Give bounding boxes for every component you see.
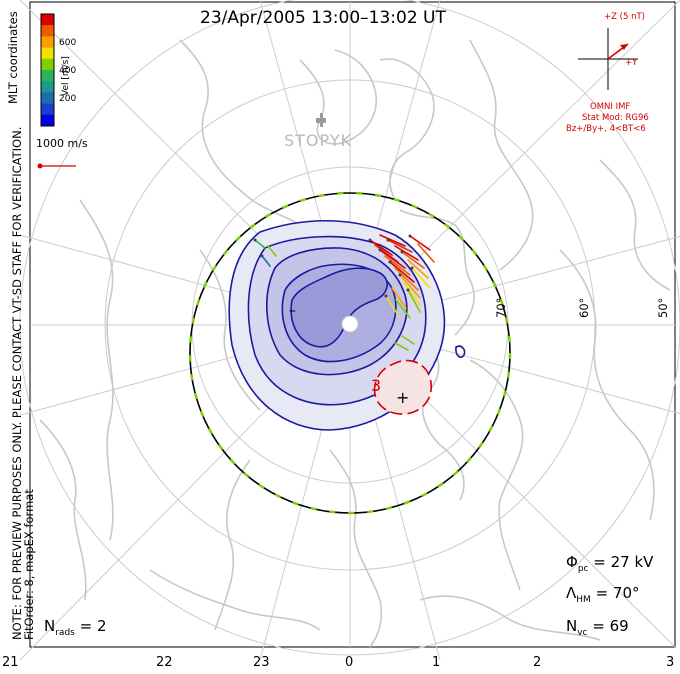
nrads-value: = 2 xyxy=(79,617,107,635)
nvc-value: = 69 xyxy=(592,617,629,635)
colorbar-swatch xyxy=(41,47,54,60)
fit-order-note: FitOrder: 8, mapEX format xyxy=(22,489,36,640)
lambda-value: = 70° xyxy=(595,584,640,602)
lambda-symbol: Λ xyxy=(566,584,577,602)
nvc-sub: vc xyxy=(577,628,588,638)
phi-sub: pc xyxy=(577,564,589,574)
nrads-sub: rads xyxy=(55,628,75,638)
colorbar xyxy=(41,14,54,127)
small-negative-contour xyxy=(455,345,466,358)
imf-y-label: +Y xyxy=(625,58,638,68)
mlt-label-23: 23 xyxy=(253,655,270,670)
contour-label-3: 3 xyxy=(371,376,382,395)
lat-label-70: 70° xyxy=(494,297,508,318)
imf-clock-dial xyxy=(578,28,638,90)
nvc-symbol: N xyxy=(566,617,578,635)
reference-vector-label: 1000 m/s xyxy=(36,137,88,150)
imf-source: OMNI IMF xyxy=(590,102,631,112)
colorbar-tick-400: 400 xyxy=(59,66,77,76)
colorbar-frame xyxy=(40,13,55,127)
lambda-sub: HM xyxy=(576,595,591,605)
imf-stat-mod: Stat Mod: RG96 xyxy=(582,113,649,123)
station-marker xyxy=(316,113,326,127)
minus-marker: – xyxy=(289,303,296,319)
coordinates-label: MLT coordinates xyxy=(6,11,20,104)
lat-label-50: 50° xyxy=(656,297,670,318)
colorbar-swatch xyxy=(41,36,54,49)
nrads-stat: Nrads = 2 xyxy=(44,617,107,638)
colorbar-swatch xyxy=(41,70,54,82)
colorbar-label: Vel [m/s] xyxy=(61,56,71,96)
phi-value: = 27 kV xyxy=(593,553,654,571)
vector-origins xyxy=(253,234,414,298)
coastlines xyxy=(39,39,671,648)
colorbar-swatch xyxy=(41,25,54,37)
positive-potential-cell xyxy=(373,359,432,415)
phi-pc-stat: Φpc = 27 kV xyxy=(566,553,653,574)
colorbar-swatch xyxy=(41,114,54,127)
map-title: 23/Apr/2005 13:00–13:02 UT xyxy=(200,8,446,28)
colorbar-swatch xyxy=(41,14,54,26)
station-label: STOPYK xyxy=(284,131,353,150)
colorbar-swatch xyxy=(41,92,54,105)
reference-vector xyxy=(37,163,76,169)
mlt-label-22: 22 xyxy=(156,655,173,670)
colorbar-swatch xyxy=(41,81,54,93)
colorbar-tick-600: 600 xyxy=(59,38,77,48)
nvc-stat: Nvc = 69 xyxy=(566,617,629,638)
pole-marker xyxy=(341,315,359,333)
mlt-label-21: 21 xyxy=(2,655,19,670)
mlt-label-3: 3 xyxy=(666,655,675,670)
colorbar-swatch xyxy=(41,103,54,116)
velocity-vectors xyxy=(254,234,435,351)
imf-z-label: +Z (5 nT) xyxy=(604,12,645,22)
lambda-hm-stat: ΛHM = 70° xyxy=(566,584,640,605)
mlt-label-2: 2 xyxy=(533,655,542,670)
imf-conditions: Bz+/By+, 4<BT<6 xyxy=(566,124,646,134)
hm-boundary-vectors xyxy=(188,191,512,515)
colorbar-tick-200: 200 xyxy=(59,94,77,104)
phi-symbol: Φ xyxy=(566,553,578,571)
mlt-label-0: 0 xyxy=(345,655,354,670)
nrads-symbol: N xyxy=(44,617,56,635)
colorbar-swatch xyxy=(41,58,54,71)
plus-marker: + xyxy=(396,388,410,407)
mlt-label-1: 1 xyxy=(432,655,441,670)
lat-label-60: 60° xyxy=(577,297,591,318)
